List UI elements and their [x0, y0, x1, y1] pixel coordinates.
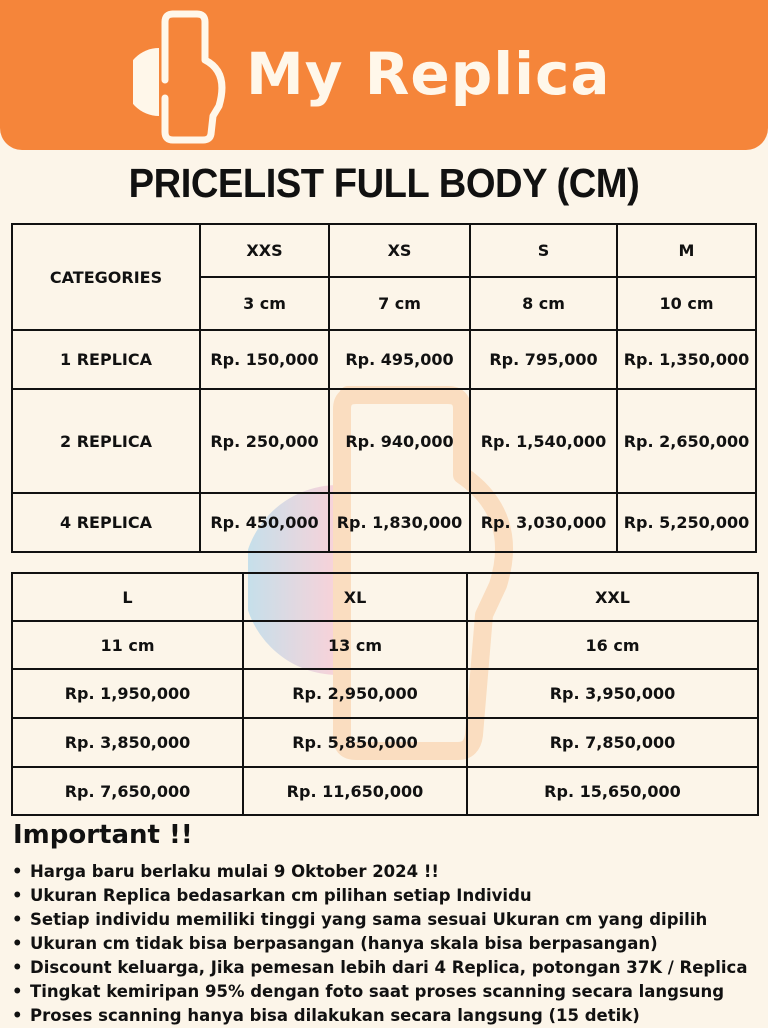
price-cell: Rp. 940,000	[328, 388, 471, 494]
price-cell: Rp. 795,000	[469, 329, 618, 390]
brand-logo-icon	[133, 10, 226, 144]
row-label: 4 REPLICA	[11, 492, 201, 553]
price-table-large-sizes: L XL XXL 11 cm 13 cm 16 cm Rp. 1,950,000…	[11, 572, 759, 816]
important-heading: Important !!	[13, 820, 193, 850]
table-row: 4 REPLICA Rp. 450,000 Rp. 1,830,000 Rp. …	[11, 492, 757, 553]
note-text: Ukuran Replica bedasarkan cm pilihan set…	[30, 886, 532, 905]
bullet-icon: •	[12, 910, 23, 929]
size-header: S	[469, 223, 618, 278]
price-cell: Rp. 3,850,000	[11, 717, 244, 768]
height-cell: 7 cm	[328, 276, 471, 331]
price-cell: Rp. 3,030,000	[469, 492, 618, 553]
size-header: L	[11, 572, 244, 622]
note-text: Tingkat kemiripan 95% dengan foto saat p…	[30, 982, 725, 1001]
height-cell: 13 cm	[242, 620, 468, 670]
price-cell: Rp. 1,540,000	[469, 388, 618, 494]
important-notes-list: • Harga baru berlaku mulai 9 Oktober 2024…	[12, 860, 762, 1028]
price-cell: Rp. 15,650,000	[466, 766, 759, 816]
price-table-small-sizes: CATEGORIES XXS XS S M 3 cm 7 cm 8 cm 10 …	[11, 223, 757, 553]
bullet-icon: •	[12, 1006, 23, 1025]
row-label: 2 REPLICA	[11, 388, 201, 494]
size-header: XXL	[466, 572, 759, 622]
list-item: • Tingkat kemiripan 95% dengan foto saat …	[12, 980, 762, 1004]
size-header: XS	[328, 223, 471, 278]
row-label: 1 REPLICA	[11, 329, 201, 390]
bullet-icon: •	[12, 886, 23, 905]
height-cell: 10 cm	[616, 276, 757, 331]
note-text: Setiap individu memiliki tinggi yang sam…	[30, 910, 708, 929]
note-text: Discount keluarga, Jika pemesan lebih da…	[30, 958, 748, 977]
bullet-icon: •	[12, 958, 23, 977]
list-item: • Proses scanning hanya bisa dilakukan se…	[12, 1004, 762, 1028]
price-cell: Rp. 7,650,000	[11, 766, 244, 816]
price-cell: Rp. 1,950,000	[11, 668, 244, 719]
bullet-icon: •	[12, 934, 23, 953]
bullet-icon: •	[12, 862, 23, 881]
categories-header: CATEGORIES	[11, 223, 201, 331]
table-row: 2 REPLICA Rp. 250,000 Rp. 940,000 Rp. 1,…	[11, 388, 757, 494]
price-cell: Rp. 1,830,000	[328, 492, 471, 553]
table-row: Rp. 1,950,000 Rp. 2,950,000 Rp. 3,950,00…	[11, 668, 759, 719]
price-cell: Rp. 7,850,000	[466, 717, 759, 768]
table-row: Rp. 3,850,000 Rp. 5,850,000 Rp. 7,850,00…	[11, 717, 759, 768]
table-row: Rp. 7,650,000 Rp. 11,650,000 Rp. 15,650,…	[11, 766, 759, 816]
list-item: • Ukuran Replica bedasarkan cm pilihan se…	[12, 884, 762, 908]
price-cell: Rp. 3,950,000	[466, 668, 759, 719]
brand-name: My Replica	[246, 40, 611, 108]
height-cell: 8 cm	[469, 276, 618, 331]
price-cell: Rp. 1,350,000	[616, 329, 757, 390]
note-text: Proses scanning hanya bisa dilakukan sec…	[30, 1006, 640, 1025]
price-cell: Rp. 11,650,000	[242, 766, 468, 816]
list-item: • Setiap individu memiliki tinggi yang sa…	[12, 908, 762, 932]
price-cell: Rp. 150,000	[199, 329, 330, 390]
list-item: • Discount keluarga, Jika pemesan lebih d…	[12, 956, 762, 980]
height-cell: 3 cm	[199, 276, 330, 331]
size-header: M	[616, 223, 757, 278]
price-cell: Rp. 450,000	[199, 492, 330, 553]
size-header: XXS	[199, 223, 330, 278]
list-item: • Ukuran cm tidak bisa berpasangan (hanya…	[12, 932, 762, 956]
price-cell: Rp. 5,850,000	[242, 717, 468, 768]
price-cell: Rp. 2,950,000	[242, 668, 468, 719]
bullet-icon: •	[12, 982, 23, 1001]
price-cell: Rp. 250,000	[199, 388, 330, 494]
header-banner: My Replica	[0, 0, 768, 150]
note-text: Harga baru berlaku mulai 9 Oktober 2024 …	[30, 862, 439, 881]
page-title: PRICELIST FULL BODY (CM)	[128, 160, 640, 206]
note-text: Ukuran cm tidak bisa berpasangan (hanya …	[30, 934, 658, 953]
price-cell: Rp. 5,250,000	[616, 492, 757, 553]
height-cell: 16 cm	[466, 620, 759, 670]
table-row: 1 REPLICA Rp. 150,000 Rp. 495,000 Rp. 79…	[11, 329, 757, 390]
price-cell: Rp. 495,000	[328, 329, 471, 390]
list-item: • Harga baru berlaku mulai 9 Oktober 2024…	[12, 860, 762, 884]
size-header: XL	[242, 572, 468, 622]
height-cell: 11 cm	[11, 620, 244, 670]
price-cell: Rp. 2,650,000	[616, 388, 757, 494]
